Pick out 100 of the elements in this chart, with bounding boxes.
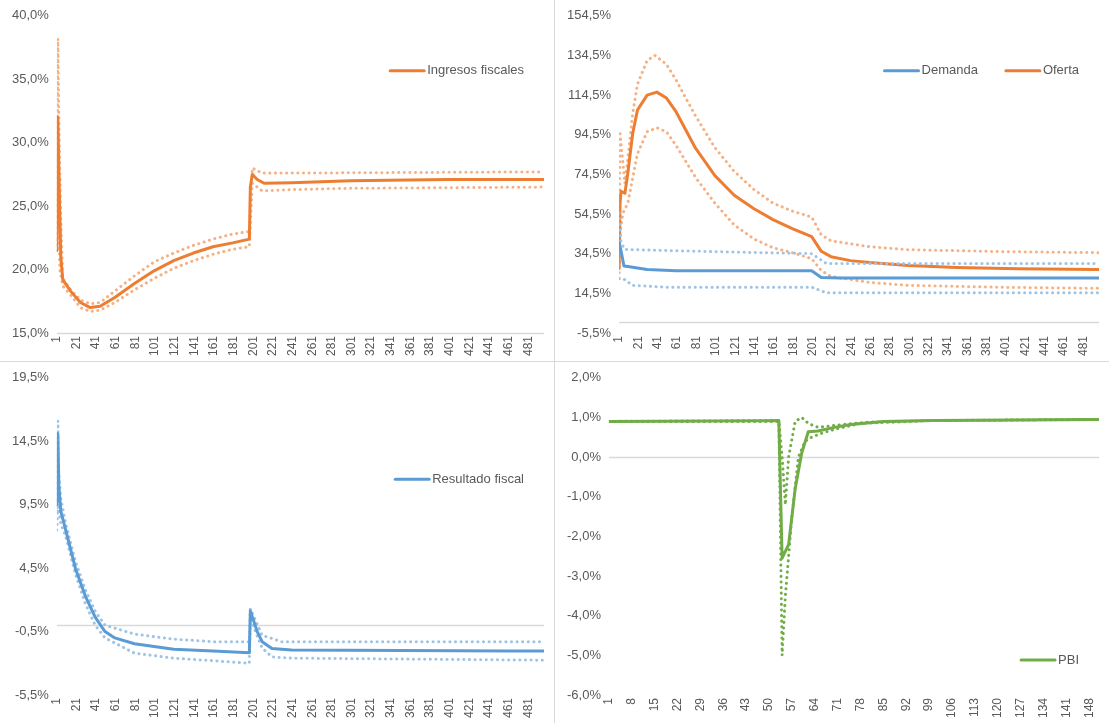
x-tick-label: 141 xyxy=(186,335,201,357)
x-tick-label: 21 xyxy=(68,335,83,350)
x-tick-label: 461 xyxy=(500,335,515,357)
x-tick-label: 41 xyxy=(650,335,665,350)
x-tick-label: 281 xyxy=(324,335,339,357)
x-tick-label: 381 xyxy=(422,697,437,719)
y-tick-label: 94,5% xyxy=(574,126,612,142)
x-tick-label: 421 xyxy=(461,335,476,357)
x-tick-label: 361 xyxy=(402,697,417,719)
x-tick-label: 381 xyxy=(979,335,994,357)
x-tick-label: 99 xyxy=(921,697,936,712)
x-tick-label: 41 xyxy=(88,697,103,712)
x-tick-label: 81 xyxy=(127,335,142,350)
x-tick-label: 161 xyxy=(206,697,221,719)
legend-label: Oferta xyxy=(1042,62,1080,78)
x-tick-label: 121 xyxy=(167,697,182,719)
x-tick-label: 301 xyxy=(343,697,358,719)
x-tick-label: 201 xyxy=(245,697,260,719)
x-tick-label: 461 xyxy=(1056,335,1071,357)
x-tick-label: 127 xyxy=(1012,697,1027,719)
x-tick-label: 113 xyxy=(967,697,982,718)
x-tick-label: 341 xyxy=(940,335,955,357)
x-tick-label: 22 xyxy=(669,697,684,712)
x-tick-label: 81 xyxy=(127,697,142,712)
legend-label: PBI xyxy=(1058,651,1080,667)
x-tick-label: 41 xyxy=(88,335,103,350)
x-tick-label: 421 xyxy=(461,697,476,719)
x-tick-label: 241 xyxy=(284,335,299,357)
y-tick-label: -4,0% xyxy=(566,607,602,623)
x-tick-label: 401 xyxy=(998,335,1013,357)
y-tick-label: 14,5% xyxy=(574,284,612,300)
x-tick-label: 221 xyxy=(824,335,839,357)
x-tick-label: 261 xyxy=(304,335,319,357)
x-tick-label: 421 xyxy=(1017,335,1032,357)
y-tick-label: 14,5% xyxy=(11,432,50,448)
x-tick-label: 15 xyxy=(647,697,662,712)
x-tick-label: 61 xyxy=(669,335,684,350)
x-tick-label: 120 xyxy=(990,697,1005,719)
x-tick-label: 101 xyxy=(708,335,723,357)
x-tick-label: 481 xyxy=(520,697,535,719)
y-tick-label: 34,5% xyxy=(574,245,612,261)
x-tick-label: 1 xyxy=(611,335,626,343)
x-tick-label: 141 xyxy=(186,697,201,719)
x-tick-label: 101 xyxy=(147,697,162,719)
x-tick-label: 64 xyxy=(807,697,822,712)
y-tick-label: 30,0% xyxy=(11,134,50,150)
y-tick-label: 20,0% xyxy=(11,261,50,277)
x-tick-label: 71 xyxy=(829,697,844,712)
x-tick-label: 161 xyxy=(206,335,221,357)
x-tick-label: 281 xyxy=(882,335,897,357)
x-tick-label: 341 xyxy=(383,697,398,719)
x-tick-label: 201 xyxy=(804,335,819,357)
x-tick-label: 43 xyxy=(738,697,753,712)
y-tick-label: 2,0% xyxy=(571,369,602,385)
x-tick-label: 21 xyxy=(630,335,645,350)
y-tick-label: -5,5% xyxy=(577,324,612,340)
x-tick-label: 85 xyxy=(875,697,890,712)
x-tick-label: 481 xyxy=(520,335,535,357)
x-tick-label: 301 xyxy=(343,335,358,357)
x-tick-label: 121 xyxy=(727,335,742,357)
x-tick-label: 381 xyxy=(422,335,437,357)
x-tick-label: 181 xyxy=(225,335,240,357)
x-tick-label: 8 xyxy=(624,697,639,705)
y-tick-label: -0,5% xyxy=(14,623,50,639)
y-tick-label: 0,0% xyxy=(571,448,602,464)
y-tick-label: 1,0% xyxy=(571,409,602,425)
x-tick-label: 81 xyxy=(688,335,703,350)
y-tick-label: -2,0% xyxy=(566,527,602,543)
x-tick-label: 92 xyxy=(898,697,913,712)
y-tick-label: -6,0% xyxy=(566,686,602,702)
x-tick-label: 401 xyxy=(442,335,457,357)
y-tick-label: -5,5% xyxy=(14,686,50,702)
y-tick-label: -1,0% xyxy=(566,488,602,504)
x-tick-label: 78 xyxy=(852,697,867,712)
x-tick-label: 441 xyxy=(481,697,496,719)
y-tick-label: 154,5% xyxy=(567,7,612,23)
x-tick-label: 134 xyxy=(1035,697,1050,719)
x-tick-label: 221 xyxy=(265,697,280,719)
x-tick-label: 441 xyxy=(1037,335,1052,357)
x-tick-label: 261 xyxy=(862,335,877,357)
x-tick-label: 106 xyxy=(944,697,959,719)
x-tick-label: 141 xyxy=(1058,697,1073,719)
legend-label: Demanda xyxy=(921,62,979,78)
x-tick-label: 321 xyxy=(363,335,378,357)
y-tick-label: 19,5% xyxy=(11,369,50,385)
x-tick-label: 1 xyxy=(49,697,64,705)
x-tick-label: 401 xyxy=(442,697,457,719)
x-tick-label: 181 xyxy=(225,697,240,719)
y-tick-label: 4,5% xyxy=(19,559,50,575)
x-tick-label: 481 xyxy=(1075,335,1090,357)
x-tick-label: 241 xyxy=(843,335,858,357)
x-tick-label: 29 xyxy=(692,697,707,712)
x-tick-label: 161 xyxy=(766,335,781,357)
y-tick-label: 40,0% xyxy=(11,7,50,23)
y-tick-label: 9,5% xyxy=(19,496,50,512)
y-tick-label: 15,0% xyxy=(11,324,50,340)
x-tick-label: 57 xyxy=(784,697,799,712)
x-tick-label: 121 xyxy=(167,335,182,357)
x-tick-label: 301 xyxy=(901,335,916,357)
y-tick-label: -3,0% xyxy=(566,567,602,583)
